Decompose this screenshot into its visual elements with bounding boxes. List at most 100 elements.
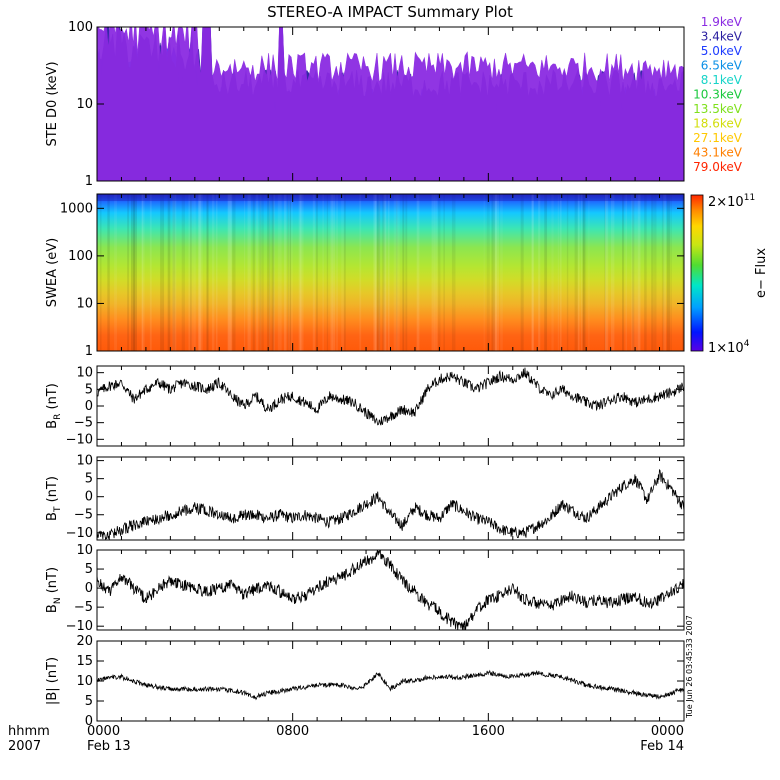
legend-item-3.4keV: 3.4keV <box>701 30 743 44</box>
y-tick-label: −5 <box>74 600 93 615</box>
swea-column-streak <box>396 194 398 351</box>
y-tick-label: 10 <box>76 366 93 381</box>
swea-column-streak <box>181 194 185 351</box>
ste-ylabel: STE D0 (keV) <box>45 61 60 146</box>
swea-column-streak <box>216 194 218 351</box>
y-tick-label: 1000 <box>60 201 93 216</box>
swea-column-streak <box>243 194 246 351</box>
swea-column-streak <box>211 194 215 351</box>
swea-column-streak <box>359 194 362 351</box>
swea-column-streak <box>127 194 129 351</box>
swea-column-streak <box>190 194 195 351</box>
swea-column-streak <box>651 194 654 351</box>
legend-item-13.5keV: 13.5keV <box>693 102 743 116</box>
br-ylabel-base: B <box>45 420 60 429</box>
swea-column-streak <box>551 194 554 351</box>
legend-item-10.3keV: 10.3keV <box>693 88 743 102</box>
legend-item-79.0keV: 79.0keV <box>693 160 743 174</box>
swea-column-streak <box>99 194 102 351</box>
ste-panel: 1 10 100 STE D0 (keV) <box>45 20 685 189</box>
swea-ylabel: SWEA (eV) <box>45 238 60 307</box>
legend-item-27.1keV: 27.1keV <box>693 131 743 145</box>
y-tick-label: 10 <box>76 454 93 469</box>
bt-ylabel-base: B <box>45 512 60 521</box>
swea-column-streak <box>604 194 606 351</box>
swea-column-streak <box>486 194 490 351</box>
plot-title: STEREO-A IMPACT Summary Plot <box>267 3 513 21</box>
y-tick-label: −10 <box>66 619 93 634</box>
colorbar-max-label: 2×1011 <box>708 193 755 210</box>
swea-column-streak <box>378 194 381 351</box>
bt-ylabel: BT (nT) <box>45 476 63 521</box>
swea-column-streak <box>625 194 627 351</box>
colorbar-max-base: 2×10 <box>708 195 744 210</box>
swea-column-streak <box>402 194 405 351</box>
bmag-panel: 20 15 10 5 0 |B| (nT) <box>45 634 685 729</box>
ste-legend: 1.9keV3.4keV5.0keV6.5keV8.1keV10.3keV13.… <box>693 15 743 174</box>
bn-ylabel-base: B <box>45 604 60 613</box>
swea-column-streak <box>331 194 336 351</box>
y-tick-label: 0 <box>85 714 93 729</box>
swea-column-streak <box>663 194 666 351</box>
swea-column-streak <box>434 194 438 351</box>
swea-column-streak <box>262 194 264 351</box>
swea-colorbar: 2×1011 1×104 e− Flux <box>690 193 769 356</box>
swea-panel: 1 10 100 1000 SWEA (eV) <box>45 193 685 359</box>
swea-column-streak <box>141 194 143 351</box>
swea-column-streak <box>341 194 345 351</box>
swea-column-streak <box>197 194 201 351</box>
bmag-ylabel-base: |B| (nT) <box>45 657 60 705</box>
swea-column-streak <box>373 194 378 351</box>
y-tick-label: 20 <box>76 634 93 649</box>
swea-column-streak <box>142 194 145 351</box>
legend-item-6.5keV: 6.5keV <box>701 59 743 73</box>
swea-column-streak <box>566 194 569 351</box>
swea-column-streak <box>206 194 210 351</box>
swea-column-streak <box>290 194 293 351</box>
swea-column-streak <box>271 194 275 351</box>
swea-column-streak <box>387 194 390 351</box>
swea-column-streak <box>376 194 381 351</box>
br-ylabel: BR (nT) <box>45 383 63 429</box>
swea-column-streak <box>582 194 587 351</box>
br-ylabel-sub: R <box>53 414 63 420</box>
x-tick-time: 0000 <box>651 724 684 739</box>
swea-column-streak <box>252 194 255 351</box>
swea-column-streak <box>405 194 408 351</box>
swea-column-streak <box>577 194 580 351</box>
x-tick-time: 0000 <box>87 724 120 739</box>
y-tick-label: 0 <box>85 490 93 505</box>
swea-column-streak <box>443 194 445 351</box>
swea-column-streak <box>302 194 304 351</box>
legend-item-5.0keV: 5.0keV <box>701 44 743 58</box>
legend-item-18.6keV: 18.6keV <box>693 117 743 131</box>
swea-column-streak <box>621 194 624 351</box>
swea-column-streak <box>560 194 562 351</box>
swea-column-streak <box>431 194 435 351</box>
bn-ylabel: BN (nT) <box>45 567 63 613</box>
swea-column-streak <box>133 194 137 351</box>
swea-column-streak <box>500 194 503 351</box>
y-tick-label: 5 <box>85 382 93 397</box>
swea-column-streak <box>312 194 316 351</box>
swea-column-streak <box>532 194 534 351</box>
swea-column-streak <box>416 194 420 351</box>
swea-column-streak <box>283 194 287 351</box>
swea-column-streak <box>299 194 301 351</box>
swea-column-streak <box>277 194 282 351</box>
swea-column-streak <box>605 194 607 351</box>
colorbar-min-exp: 4 <box>744 339 750 349</box>
swea-column-streak <box>580 194 583 351</box>
swea-column-streak <box>396 194 400 351</box>
y-tick-label: −5 <box>74 416 93 431</box>
swea-column-streak <box>520 194 524 351</box>
swea-column-streak <box>383 194 387 351</box>
swea-column-streak <box>289 194 292 351</box>
swea-column-streak <box>653 194 657 351</box>
swea-column-streak <box>247 194 251 351</box>
swea-column-streak <box>316 194 318 351</box>
swea-column-streak <box>611 194 615 351</box>
